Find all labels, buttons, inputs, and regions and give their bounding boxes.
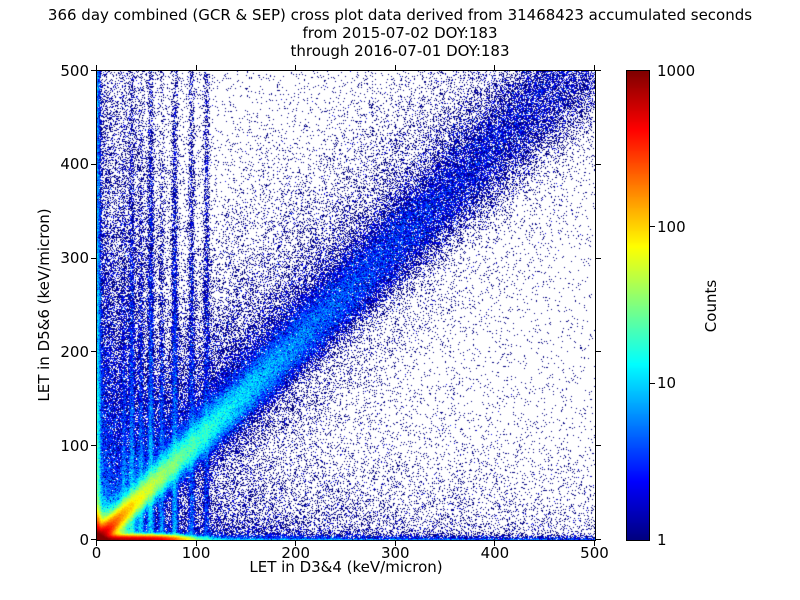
y-axis-label: LET in D5&6 (keV/micron) [35,208,53,402]
x-axis-label: LET in D3&4 (keV/micron) [249,558,443,576]
y-tick-label: 0 [79,530,89,549]
chart-subtitle-from: from 2015-07-02 DOY:183 [302,24,498,42]
chart-subtitle-through: through 2016-07-01 DOY:183 [290,42,510,60]
x-tick-mark-top [96,65,97,70]
x-tick-label: 0 [91,543,102,562]
y-tick-label: 400 [60,155,89,174]
x-tick-mark-top [195,65,197,70]
colorbar-tick-mark [650,382,655,384]
y-tick-mark-right [595,163,601,165]
y-tick-mark-right [595,539,601,540]
colorbar-tick-mark [650,226,655,228]
x-tick-mark [295,540,297,546]
colorbar-tick-label: 1000 [657,61,696,80]
x-tick-label: 100 [181,543,211,562]
x-tick-mark [394,540,396,546]
colorbar-tick-label: 100 [657,217,686,236]
y-tick-mark [91,70,96,71]
x-tick-mark [96,540,97,546]
y-tick-mark [91,539,96,540]
y-tick-label: 200 [60,342,89,361]
x-tick-label: 400 [480,543,510,562]
x-tick-mark [195,540,197,546]
y-tick-mark-right [595,257,601,259]
x-tick-label: 500 [580,543,609,562]
colorbar [626,70,650,541]
y-tick-label: 300 [60,249,89,268]
colorbar-tick-label: 1 [657,530,667,549]
y-tick-mark [91,257,96,259]
y-tick-mark-right [595,351,601,353]
y-tick-label: 500 [60,61,89,80]
heatmap-canvas [97,71,595,540]
x-tick-mark [494,540,496,546]
x-tick-mark [594,540,595,546]
y-tick-mark [91,351,96,353]
colorbar-label: Counts [702,279,720,333]
x-tick-mark-top [295,65,297,70]
y-tick-label: 100 [60,436,89,455]
colorbar-tick-label: 10 [657,374,677,393]
plot-area [96,70,596,541]
x-tick-mark-top [594,65,595,70]
x-tick-mark-top [394,65,396,70]
y-tick-mark [91,163,96,165]
x-tick-label: 200 [281,543,310,562]
x-tick-label: 300 [380,543,410,562]
chart-title: 366 day combined (GCR & SEP) cross plot … [47,6,753,24]
x-tick-mark-top [494,65,496,70]
y-tick-mark-right [595,445,601,447]
y-tick-mark [91,445,96,447]
y-tick-mark-right [595,70,601,71]
colorbar-canvas [627,71,649,540]
